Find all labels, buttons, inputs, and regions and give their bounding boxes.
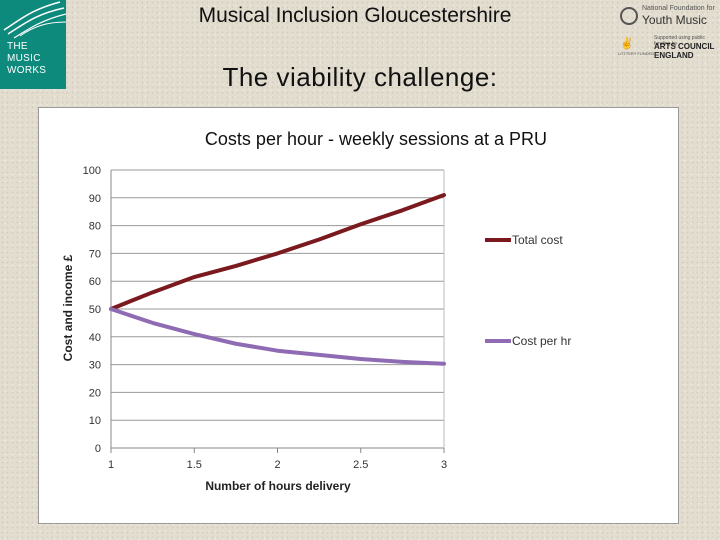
youth-music-ring-icon: [620, 7, 638, 25]
youth-music-small-text: National Foundation for: [642, 5, 715, 12]
the-music-works-logo: THE MUSIC WORKS: [0, 0, 66, 89]
lottery-fingers-icon: ✌: [620, 38, 634, 50]
y-tick-label: 20: [89, 387, 101, 399]
y-tick-label: 30: [89, 360, 101, 372]
arts-council-logo: ✌ LOTTERY FUNDED Supported using public …: [618, 35, 716, 61]
line-chart: Costs per hour - weekly sessions at a PR…: [61, 129, 571, 493]
y-tick-label: 100: [83, 165, 101, 177]
y-tick-label: 40: [89, 332, 101, 344]
arts-council-name: ARTS COUNCIL ENGLAND: [654, 42, 714, 60]
youth-music-logo: National Foundation for Youth Music: [618, 4, 716, 30]
y-tick-label: 10: [89, 415, 101, 427]
y-tick-label: 60: [89, 276, 101, 288]
x-tick-label: 3: [441, 459, 447, 471]
y-tick-label: 50: [89, 304, 101, 316]
wave-lines-icon: [3, 1, 66, 39]
series-line-total-cost: [109, 193, 446, 311]
lottery-funded-text: LOTTERY FUNDED: [618, 51, 655, 56]
logo-line-3: WORKS: [7, 65, 47, 76]
x-tick-label: 1: [108, 459, 114, 471]
chart-title: Costs per hour - weekly sessions at a PR…: [205, 129, 547, 149]
funder-logos: National Foundation for Youth Music ✌ LO…: [616, 2, 716, 62]
logo-line-1: THE: [7, 41, 28, 52]
y-tick-label: 80: [89, 221, 101, 233]
x-tick-label: 1.5: [187, 459, 202, 471]
arts-council-line-1: ARTS COUNCIL: [654, 42, 715, 51]
x-axis-label: Number of hours delivery: [205, 479, 351, 493]
y-tick-label: 90: [89, 193, 101, 205]
arts-council-line-2: ENGLAND: [654, 51, 694, 60]
legend-label: Total cost: [512, 233, 563, 247]
logo-line-2: MUSIC: [7, 53, 41, 64]
arts-council-small-text: Supported using public funding by: [654, 35, 705, 47]
legend-label: Cost per hr: [512, 334, 571, 348]
y-tick-label: 0: [95, 443, 101, 455]
slide-subtitle: The viability challenge:: [222, 62, 498, 92]
x-tick-label: 2: [274, 459, 280, 471]
page-title: Musical Inclusion Gloucestershire: [198, 4, 512, 27]
chart-container: Costs per hour - weekly sessions at a PR…: [38, 107, 679, 524]
y-axis-label: Cost and income £: [61, 254, 75, 361]
y-tick-label: 70: [89, 248, 101, 260]
x-tick-label: 2.5: [353, 459, 368, 471]
youth-music-text: Youth Music: [642, 13, 707, 27]
series-line-cost-per-hr: [109, 307, 446, 366]
